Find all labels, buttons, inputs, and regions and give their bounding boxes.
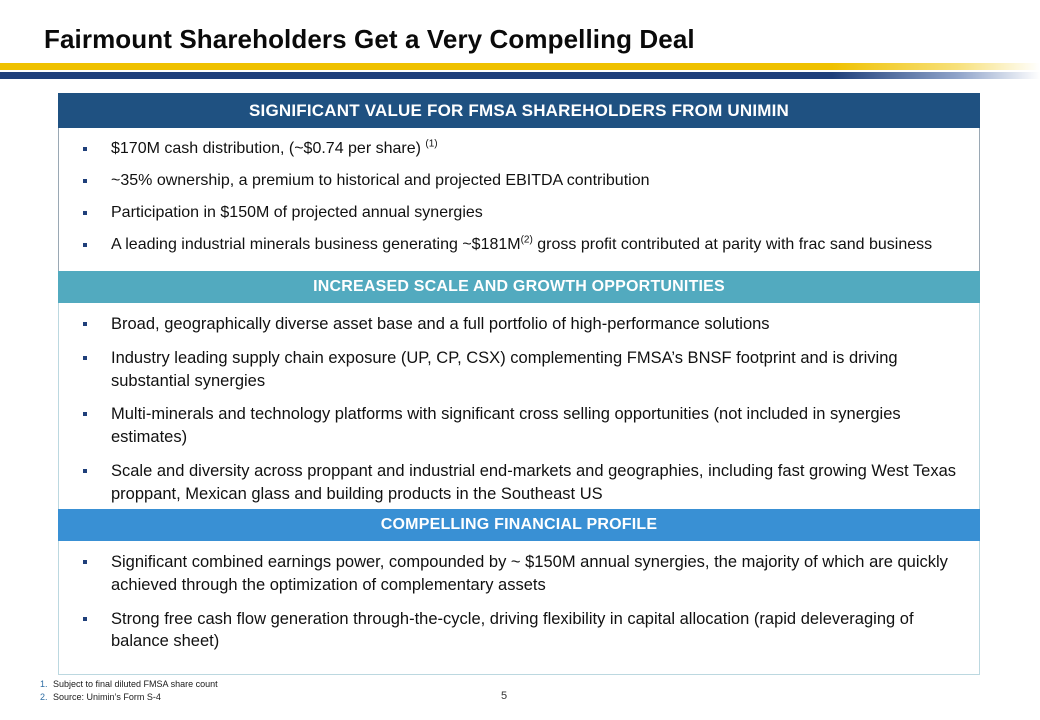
bullet-list: Broad, geographically diverse asset base…: [69, 313, 965, 505]
bullet-text: Significant combined earnings power, com…: [111, 553, 948, 594]
section-increased-scale: INCREASED SCALE AND GROWTH OPPORTUNITIES…: [58, 271, 980, 528]
list-item: Significant combined earnings power, com…: [69, 551, 965, 597]
bullet-text: A leading industrial minerals business g…: [111, 236, 521, 254]
footnote-marker: (1): [425, 138, 438, 150]
bullet-text: Participation in $150M of projected annu…: [111, 204, 483, 222]
list-item: ~35% ownership, a premium to historical …: [69, 170, 965, 192]
section-body-compelling-financial-profile: Significant combined earnings power, com…: [58, 541, 980, 676]
bullet-text: Multi-minerals and technology platforms …: [111, 405, 901, 447]
bullet-text-tail: gross profit contributed at parity with …: [532, 236, 933, 254]
bullet-text: Broad, geographically diverse asset base…: [111, 315, 770, 333]
footnote-marker: (2): [520, 234, 533, 246]
divider-navy-bar: [0, 72, 1040, 79]
section-significant-value: SIGNIFICANT VALUE FOR FMSA SHAREHOLDERS …: [58, 93, 980, 278]
footnote-item: 2. Source: Unimin’s Form S-4: [40, 691, 600, 704]
section-compelling-financial-profile: COMPELLING FINANCIAL PROFILE Significant…: [58, 509, 980, 676]
page-title: Fairmount Shareholders Get a Very Compel…: [44, 24, 695, 54]
section-body-increased-scale: Broad, geographically diverse asset base…: [58, 303, 980, 528]
section-header-compelling-financial-profile: COMPELLING FINANCIAL PROFILE: [58, 509, 980, 541]
section-header-increased-scale: INCREASED SCALE AND GROWTH OPPORTUNITIES: [58, 271, 980, 303]
footnote-number: 1.: [40, 679, 48, 689]
title-divider-bar: [0, 63, 1040, 79]
footnote-item: 1. Subject to final diluted FMSA share co…: [40, 678, 600, 691]
footnote-text: Subject to final diluted FMSA share coun…: [53, 679, 218, 689]
divider-gap: [0, 70, 1040, 72]
list-item: Multi-minerals and technology platforms …: [69, 403, 965, 449]
bullet-list: Significant combined earnings power, com…: [69, 551, 965, 653]
list-item: Strong free cash flow generation through…: [69, 608, 965, 654]
footnote-text: Source: Unimin’s Form S-4: [53, 692, 161, 703]
bullet-text: Strong free cash flow generation through…: [111, 609, 914, 651]
list-item: Participation in $150M of projected annu…: [69, 202, 965, 224]
bullet-text: Scale and diversity across proppant and …: [111, 461, 957, 503]
list-item: Broad, geographically diverse asset base…: [69, 313, 965, 336]
section-body-significant-value: $170M cash distribution, (~$0.74 per sha…: [58, 128, 980, 278]
footnotes: 1. Subject to final diluted FMSA share co…: [40, 678, 600, 704]
list-item: Industry leading supply chain exposure (…: [69, 347, 965, 393]
section-header-significant-value: SIGNIFICANT VALUE FOR FMSA SHAREHOLDERS …: [58, 93, 980, 128]
list-item: A leading industrial minerals business g…: [69, 234, 965, 256]
list-item: $170M cash distribution, (~$0.74 per sha…: [69, 138, 965, 160]
bullet-text: $170M cash distribution, (~$0.74 per sha…: [111, 140, 426, 157]
list-item: Scale and diversity across proppant and …: [69, 460, 965, 506]
footnote-number: 2.: [40, 692, 48, 703]
bullet-list: $170M cash distribution, (~$0.74 per sha…: [69, 138, 965, 256]
bullet-text: ~35% ownership, a premium to historical …: [111, 172, 650, 190]
page-number: 5: [500, 690, 508, 702]
divider-gold-bar: [0, 63, 1040, 70]
bullet-text: Industry leading supply chain exposure (…: [111, 348, 898, 390]
